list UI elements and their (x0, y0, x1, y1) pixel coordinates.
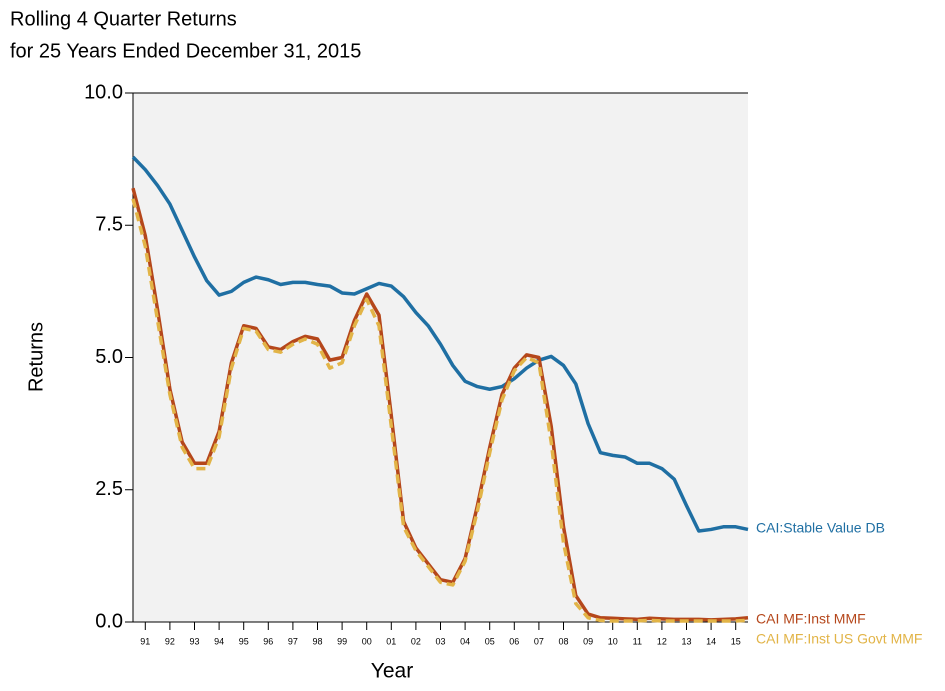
x-tick-label: 01 (386, 636, 396, 646)
x-tick-label: 00 (362, 636, 372, 646)
x-tick-label: 12 (657, 636, 667, 646)
plot-background (133, 93, 748, 622)
y-axis-label: Returns (25, 322, 47, 392)
x-tick-label: 10 (608, 636, 618, 646)
x-axis-label: Year (371, 660, 413, 683)
chart-title: Rolling 4 Quarter Returns (10, 8, 237, 30)
x-tick-label: 11 (633, 636, 642, 646)
x-tick-label: 13 (681, 636, 691, 646)
series-line (131, 155, 749, 533)
chart-subtitle: for 25 Years Ended December 31, 2015 (10, 40, 361, 62)
x-tick-label: 94 (214, 636, 224, 646)
x-tick-label: 96 (263, 636, 273, 646)
series-label: CAI MF:Inst MMF (756, 611, 866, 627)
x-tick-label: 91 (140, 636, 150, 646)
y-tick-label: 7.5 (95, 214, 123, 236)
x-tick-label: 92 (165, 636, 175, 646)
y-tick-label: 0.0 (95, 610, 123, 632)
series-label: CAI:Stable Value DB (756, 520, 885, 536)
x-tick-label: 15 (731, 636, 741, 646)
x-tick-label: 02 (411, 636, 421, 646)
x-tick-label: 97 (288, 636, 298, 646)
series-line (131, 198, 749, 623)
y-tick-label: 5.0 (95, 346, 123, 368)
x-tick-label: 07 (534, 636, 544, 646)
x-tick-label: 98 (312, 636, 322, 646)
x-tick-label: 09 (583, 636, 593, 646)
x-tick-label: 93 (189, 636, 199, 646)
x-tick-label: 05 (485, 636, 495, 646)
x-tick-label: 04 (460, 636, 470, 646)
series-label: CAI MF:Inst US Govt MMF (756, 631, 922, 647)
x-tick-label: 08 (558, 636, 568, 646)
x-tick-label: 03 (435, 636, 445, 646)
y-tick-label: 2.5 (95, 478, 123, 500)
y-tick-label: 10.0 (84, 81, 123, 103)
x-tick-label: 95 (239, 636, 249, 646)
x-tick-label: 06 (509, 636, 519, 646)
x-tick-label: 14 (706, 636, 716, 646)
x-tick-label: 99 (337, 636, 347, 646)
